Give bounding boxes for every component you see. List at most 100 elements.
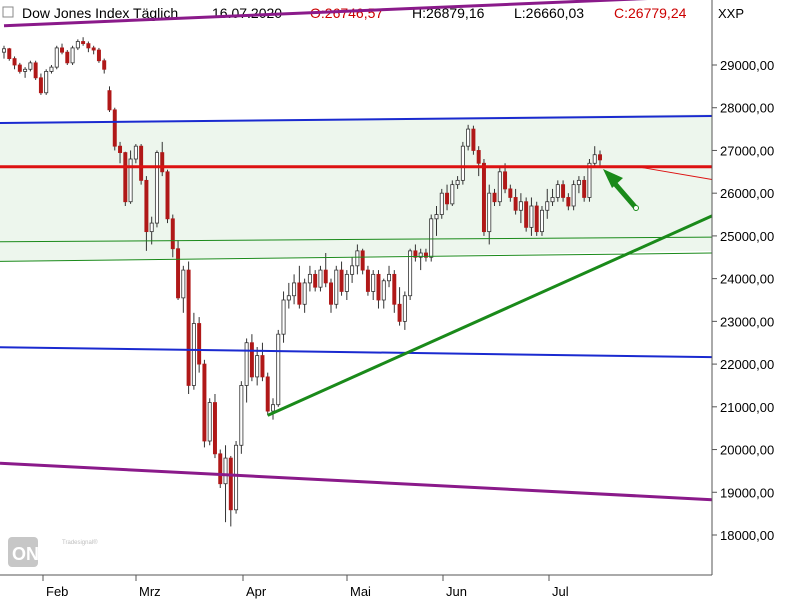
y-tick-label: 26000,00 (720, 186, 774, 201)
candle-down (260, 355, 265, 378)
candle-down (413, 250, 418, 258)
candle-up (181, 269, 186, 299)
candle-down (81, 41, 86, 45)
candle-up (344, 273, 349, 292)
candle-down (397, 303, 402, 322)
candle-up (587, 162, 592, 198)
y-tick-label: 24000,00 (720, 272, 774, 287)
candle-up (207, 402, 212, 442)
candle-up (576, 179, 581, 186)
candle-down (176, 248, 181, 299)
instrument-title: Dow Jones Index Täglich (22, 5, 178, 21)
candle-down (202, 363, 207, 442)
candle-down (423, 252, 428, 258)
candle-down (481, 162, 486, 233)
y-tick-label: 23000,00 (720, 314, 774, 329)
candle-up (49, 66, 54, 72)
candle-down (165, 171, 170, 220)
candle-down (186, 269, 191, 386)
arrow-annotation (603, 169, 639, 211)
red-thin-diag-line (636, 166, 713, 180)
candle-up (133, 145, 138, 160)
candle-up (276, 333, 281, 406)
candle-down (38, 77, 43, 94)
candle-down (561, 184, 566, 198)
candle-up (487, 192, 492, 233)
candle-down (86, 43, 91, 49)
candle-down (160, 152, 165, 173)
candle-up (460, 145, 465, 181)
candle-up (28, 62, 33, 70)
y-tick-label: 29000,00 (720, 58, 774, 73)
candle-up (455, 179, 460, 186)
candle-up (234, 444, 239, 511)
candle-down (123, 152, 128, 203)
candle-up (529, 205, 534, 228)
lower-blue-line (0, 346, 713, 359)
candle-up (555, 184, 560, 198)
candle-up (23, 68, 28, 72)
green-zone-upper-line (0, 236, 713, 243)
candle-down (598, 154, 602, 161)
candle-down (7, 48, 12, 59)
candle-up (592, 154, 597, 164)
candle-down (297, 282, 302, 305)
candle-up (429, 218, 434, 258)
y-axis-ticks: 18000,00 19000,00 20000,00 21000,00 22000,00… (712, 58, 774, 543)
candle-down (503, 171, 508, 190)
lower-purple-line (0, 461, 713, 502)
green-zone-lower-line (0, 252, 713, 262)
candle-down (376, 273, 381, 301)
candle-down (144, 179, 149, 233)
candle-down (392, 273, 397, 305)
candle-up (44, 71, 49, 94)
collapse-icon[interactable] (2, 6, 14, 18)
candle-down (218, 453, 223, 485)
candle-down (17, 64, 22, 72)
y-axis-label: XXP (718, 6, 744, 21)
candle-up (408, 250, 413, 297)
candle-down (265, 376, 270, 412)
candle-up (334, 269, 339, 305)
candle-down (508, 188, 513, 198)
candle-down (139, 145, 144, 181)
y-tick-label: 22000,00 (720, 357, 774, 372)
y-tick-label: 28000,00 (720, 101, 774, 116)
candle-down (170, 218, 175, 250)
candle-up (244, 342, 249, 386)
candle-down (323, 269, 328, 284)
candle-up (466, 128, 471, 147)
candle-up (439, 192, 444, 215)
candle-down (360, 250, 365, 271)
chart-header: Dow Jones Index Täglich 16.07.2020 O:267… (2, 5, 687, 21)
candle-up (371, 273, 376, 292)
candle-up (286, 295, 291, 301)
candle-up (302, 282, 307, 305)
candle-down (329, 282, 333, 305)
candle-up (2, 48, 6, 53)
upper-blue-line (0, 114, 713, 124)
candle-down (112, 109, 117, 147)
candlestick-series (2, 37, 602, 527)
candle-up (387, 273, 392, 282)
green-trend-line (267, 214, 713, 417)
candle-up (292, 282, 297, 297)
upper-purple-line (3, 0, 648, 28)
candle-up (307, 273, 312, 284)
x-tick-label: Mrz (139, 584, 161, 599)
x-tick-label: Jul (552, 584, 569, 599)
candle-up (418, 252, 423, 258)
candle-up (350, 265, 355, 275)
candle-down (582, 179, 587, 198)
candle-up (154, 152, 159, 224)
candle-up (271, 404, 275, 412)
candle-down (476, 150, 481, 164)
candle-up (75, 41, 80, 49)
candle-down (33, 62, 38, 79)
candle-down (12, 58, 17, 66)
y-tick-label: 20000,00 (720, 443, 774, 458)
candle-down (471, 128, 476, 151)
y-tick-label: 25000,00 (720, 229, 774, 244)
x-axis-ticks: Feb Mrz Apr Mai Jun Jul (42, 575, 569, 599)
tradesignal-online-logo: ONLINE Tradesignal® (8, 537, 98, 567)
